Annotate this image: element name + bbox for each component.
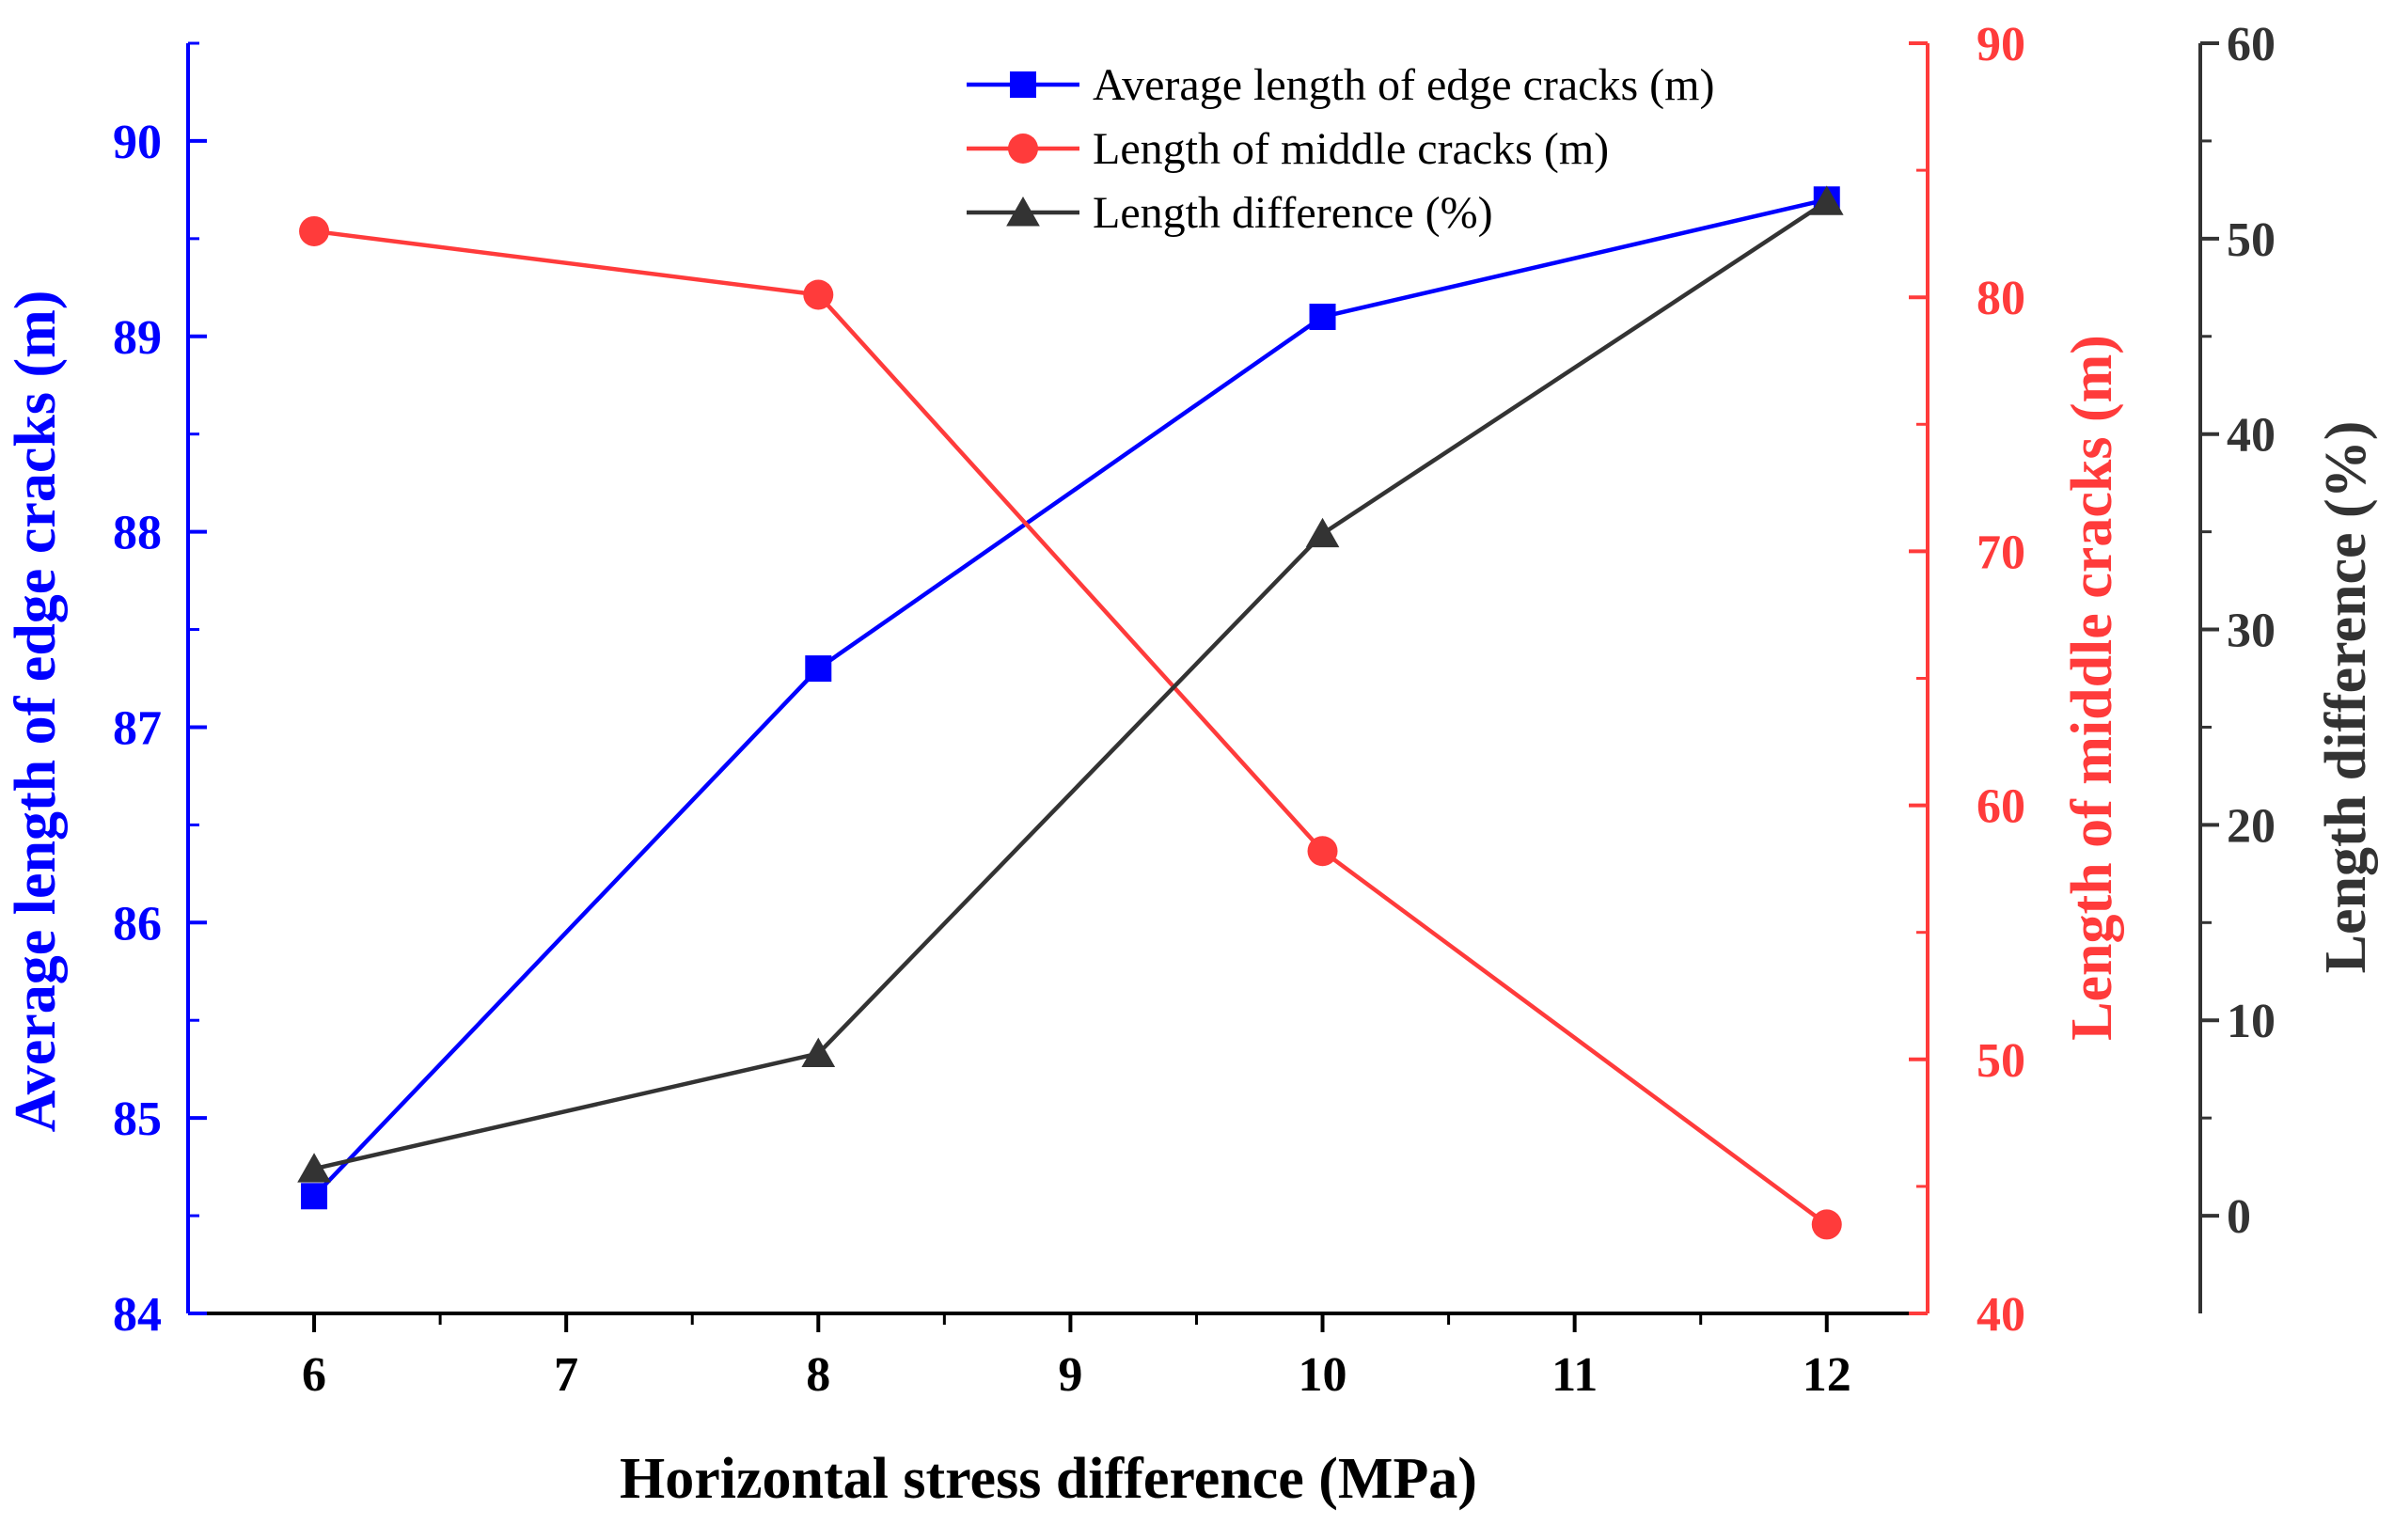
x-tick-label: 7 — [554, 1348, 578, 1402]
x-tick-label: 12 — [1803, 1348, 1851, 1402]
x-tick-label: 9 — [1058, 1348, 1082, 1402]
x-axis-title: Horizontal stress difference (MPa) — [620, 1447, 1477, 1511]
legend: Average length of edge cracks (m) Length … — [967, 60, 1714, 238]
right-tick-label: 70 — [1977, 526, 2025, 579]
right-tick-label: 80 — [1977, 272, 2025, 325]
series-line-1 — [312, 197, 1828, 1198]
series-layer — [297, 185, 1844, 1240]
left-tick-label: 85 — [113, 1092, 162, 1146]
legend-marker — [1010, 71, 1036, 98]
data-point-series-2 — [299, 215, 330, 246]
third-axis-tick-label: 10 — [2227, 995, 2276, 1048]
series-line-3 — [313, 199, 1828, 1171]
legend-label: Average length of edge cracks (m) — [1093, 60, 1714, 110]
x-tick-label: 8 — [806, 1348, 830, 1402]
legend-marker — [1008, 134, 1038, 164]
data-point-series-2 — [803, 279, 834, 310]
legend-label: Length difference (%) — [1093, 188, 1493, 238]
right-axis-title: Length of middle cracks (m) — [2060, 335, 2124, 1041]
data-point-series-1 — [805, 655, 832, 683]
third-axis-title: Length difference (%) — [2314, 421, 2378, 974]
left-tick-label: 84 — [113, 1288, 162, 1342]
data-point-series-2 — [1307, 836, 1338, 867]
data-point-series-3 — [1305, 517, 1340, 548]
third-axis-tick-label: 20 — [2227, 799, 2276, 853]
x-tick-label: 6 — [302, 1348, 326, 1402]
left-tick-label: 87 — [113, 701, 162, 755]
third-axis-tick-label: 30 — [2227, 605, 2276, 658]
legend-marker — [1006, 196, 1040, 227]
third-axis-tick-label: 50 — [2227, 213, 2276, 267]
left-tick-label: 89 — [113, 311, 162, 365]
data-point-series-1 — [1309, 303, 1336, 330]
left-axis-title: Average length of edge cracks (m) — [4, 291, 68, 1133]
data-point-series-3 — [297, 1153, 331, 1183]
third-axis-tick-label: 60 — [2227, 18, 2276, 71]
data-point-series-2 — [1811, 1209, 1842, 1240]
legend-label: Length of middle cracks (m) — [1093, 124, 1609, 174]
right-tick-label: 60 — [1977, 780, 2025, 834]
left-tick-label: 86 — [113, 897, 162, 951]
series-line-2 — [313, 228, 1829, 1227]
third-axis-tick-label: 40 — [2227, 409, 2276, 463]
data-point-series-3 — [801, 1037, 836, 1068]
x-tick-label: 10 — [1299, 1348, 1347, 1402]
third-axis-tick-label: 0 — [2227, 1190, 2251, 1244]
left-tick-label: 90 — [113, 116, 162, 169]
right-tick-label: 40 — [1977, 1288, 2025, 1342]
data-point-series-3 — [1809, 185, 1844, 215]
right-tick-label: 90 — [1977, 18, 2025, 71]
data-point-series-1 — [301, 1183, 328, 1210]
left-tick-label: 88 — [113, 507, 162, 560]
x-tick-label: 11 — [1551, 1348, 1598, 1402]
right-tick-label: 50 — [1977, 1034, 2025, 1088]
